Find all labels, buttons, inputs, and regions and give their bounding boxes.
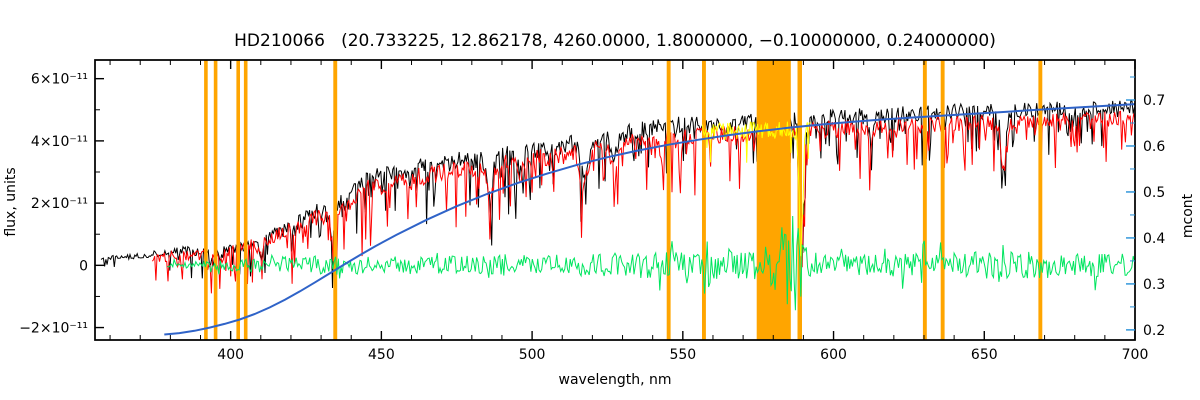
y-right-tick-label: 0.5 (1143, 185, 1165, 201)
x-tick-label: 400 (217, 347, 244, 363)
plot-data-layer (100, 60, 1135, 340)
residual-spectrum (167, 215, 1135, 311)
y-right-tick-label: 0.4 (1143, 231, 1165, 247)
x-tick-label: 450 (368, 347, 395, 363)
plot-frame (94, 59, 1136, 341)
mask-line (213, 60, 218, 340)
mask-line (204, 60, 208, 340)
observed-spectrum (100, 100, 1135, 292)
masked-model-segment (701, 121, 812, 257)
model-spectrum (151, 110, 1135, 294)
x-axis-title: wavelength, nm (559, 372, 672, 388)
plot-axes-layer: 400 450 500 550 600 650 700 −2×10⁻¹¹ 0 2×10⁻¹¹ 4×1… (19, 59, 1165, 363)
mask-band (756, 60, 791, 340)
y-right-tick-label: 0.7 (1143, 93, 1165, 109)
mask-line (1038, 60, 1043, 340)
mask-line (922, 60, 927, 340)
continuum-mcont-curve (164, 103, 1135, 336)
y-left-tick-label: 4×10⁻¹¹ (31, 134, 88, 150)
mask-line (236, 60, 240, 340)
y-right-tick-label: 0.2 (1143, 323, 1165, 339)
y-right-tick-label: 0.3 (1143, 277, 1165, 293)
mask-line (243, 60, 248, 340)
x-tick-label: 700 (1122, 347, 1149, 363)
x-tick-label: 600 (820, 347, 847, 363)
y-left-tick-label: 0 (79, 258, 88, 274)
mask-line (666, 60, 671, 340)
mask-line (940, 60, 945, 340)
y-left-tick-label: 6×10⁻¹¹ (31, 72, 88, 88)
plot-title: HD210066 (20.733225, 12.862178, 4260.000… (234, 31, 996, 51)
x-tick-label: 650 (971, 347, 998, 363)
y-left-axis-title: flux, units (3, 167, 19, 236)
y-right-tick-label: 0.6 (1143, 139, 1165, 155)
mask-line (702, 60, 706, 340)
y-left-tick-label: −2×10⁻¹¹ (19, 321, 88, 337)
y-right-axis-title: mcont (1180, 193, 1196, 238)
x-tick-label: 550 (669, 347, 696, 363)
mask-line (333, 60, 338, 340)
y-left-tick-label: 2×10⁻¹¹ (31, 196, 88, 212)
x-tick-label: 500 (519, 347, 546, 363)
